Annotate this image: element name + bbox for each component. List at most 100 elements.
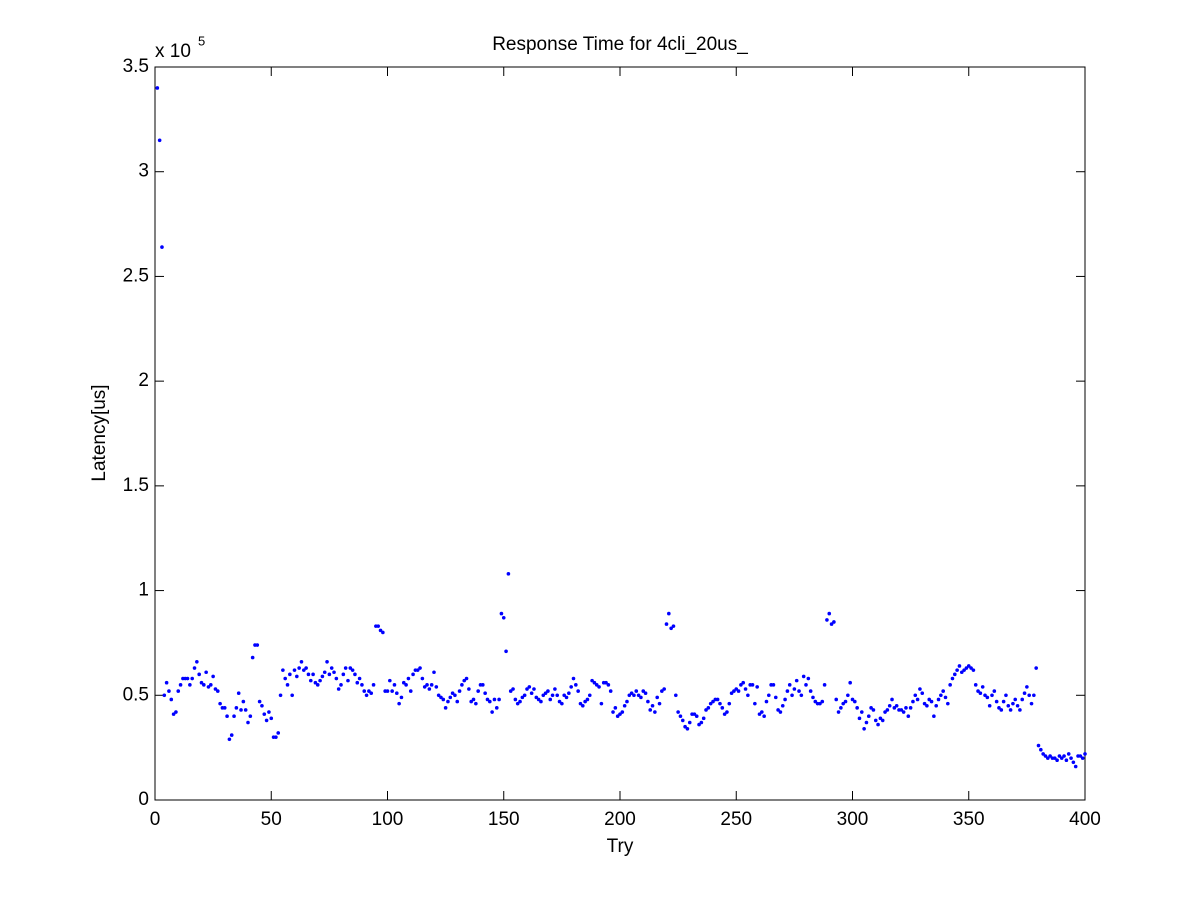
point bbox=[962, 668, 966, 672]
point bbox=[329, 666, 334, 670]
point bbox=[592, 680, 597, 685]
x-tick-label: 250 bbox=[720, 809, 752, 830]
point bbox=[839, 706, 843, 710]
point bbox=[392, 683, 397, 687]
point bbox=[604, 680, 608, 685]
point bbox=[611, 710, 615, 714]
point bbox=[411, 672, 415, 677]
point bbox=[292, 668, 297, 672]
point bbox=[399, 695, 404, 700]
y-exponent-base: x 10 bbox=[155, 41, 191, 62]
point bbox=[971, 668, 976, 672]
point bbox=[980, 685, 985, 689]
point bbox=[322, 670, 327, 675]
point bbox=[936, 697, 941, 702]
point bbox=[360, 683, 364, 687]
point bbox=[899, 708, 904, 712]
point bbox=[650, 703, 655, 708]
point bbox=[441, 697, 446, 702]
point bbox=[908, 706, 913, 710]
point bbox=[325, 659, 329, 664]
point bbox=[1006, 703, 1011, 708]
point bbox=[550, 693, 555, 698]
point bbox=[297, 666, 301, 670]
point bbox=[829, 622, 834, 626]
point bbox=[715, 697, 720, 702]
point bbox=[694, 714, 699, 719]
point bbox=[934, 703, 938, 708]
point bbox=[776, 708, 780, 712]
x-tick-label: 300 bbox=[837, 809, 869, 830]
point bbox=[450, 691, 455, 695]
point bbox=[560, 701, 564, 706]
point bbox=[811, 695, 815, 700]
point bbox=[485, 697, 490, 702]
point bbox=[513, 697, 518, 702]
point bbox=[853, 699, 857, 704]
point bbox=[890, 697, 894, 702]
point bbox=[1011, 701, 1015, 706]
point bbox=[773, 695, 778, 700]
point bbox=[174, 710, 178, 714]
point bbox=[274, 735, 278, 739]
point bbox=[439, 695, 443, 700]
point bbox=[211, 674, 215, 679]
point bbox=[834, 697, 839, 702]
point bbox=[1036, 743, 1041, 748]
point bbox=[195, 659, 199, 664]
point bbox=[501, 615, 506, 620]
point bbox=[743, 687, 748, 691]
point bbox=[290, 693, 294, 698]
point bbox=[966, 664, 971, 668]
point bbox=[239, 708, 243, 712]
point bbox=[418, 666, 422, 670]
point bbox=[876, 722, 880, 727]
point bbox=[406, 676, 411, 681]
point bbox=[832, 620, 836, 624]
point bbox=[767, 693, 771, 698]
point bbox=[625, 699, 629, 704]
point bbox=[992, 689, 997, 693]
point bbox=[948, 683, 952, 687]
point bbox=[997, 706, 1001, 710]
point bbox=[657, 701, 662, 706]
point bbox=[701, 716, 706, 721]
point bbox=[422, 685, 427, 689]
point bbox=[613, 706, 618, 710]
point bbox=[987, 703, 992, 708]
x-tick-label: 400 bbox=[1069, 809, 1101, 830]
point bbox=[964, 666, 969, 670]
point bbox=[741, 680, 746, 685]
point bbox=[336, 687, 341, 691]
point bbox=[278, 693, 283, 698]
point bbox=[590, 678, 594, 683]
point bbox=[283, 676, 288, 681]
point bbox=[264, 718, 269, 723]
point bbox=[455, 699, 460, 704]
point bbox=[787, 683, 792, 687]
point bbox=[469, 699, 474, 704]
point bbox=[213, 687, 218, 691]
point bbox=[229, 733, 234, 737]
point bbox=[227, 737, 232, 742]
point bbox=[636, 693, 641, 698]
point bbox=[243, 708, 248, 712]
point bbox=[427, 687, 432, 691]
point bbox=[941, 689, 945, 693]
point bbox=[901, 710, 906, 714]
point bbox=[725, 710, 729, 714]
point bbox=[783, 697, 787, 702]
point bbox=[655, 695, 659, 700]
point bbox=[1013, 697, 1018, 702]
point bbox=[692, 712, 697, 716]
point bbox=[687, 720, 692, 725]
point bbox=[764, 699, 769, 704]
point bbox=[1001, 699, 1006, 704]
point bbox=[739, 683, 743, 687]
point bbox=[369, 691, 374, 695]
point bbox=[313, 680, 318, 685]
point bbox=[490, 710, 494, 714]
point bbox=[241, 699, 246, 704]
point bbox=[381, 630, 385, 635]
point bbox=[587, 693, 592, 698]
